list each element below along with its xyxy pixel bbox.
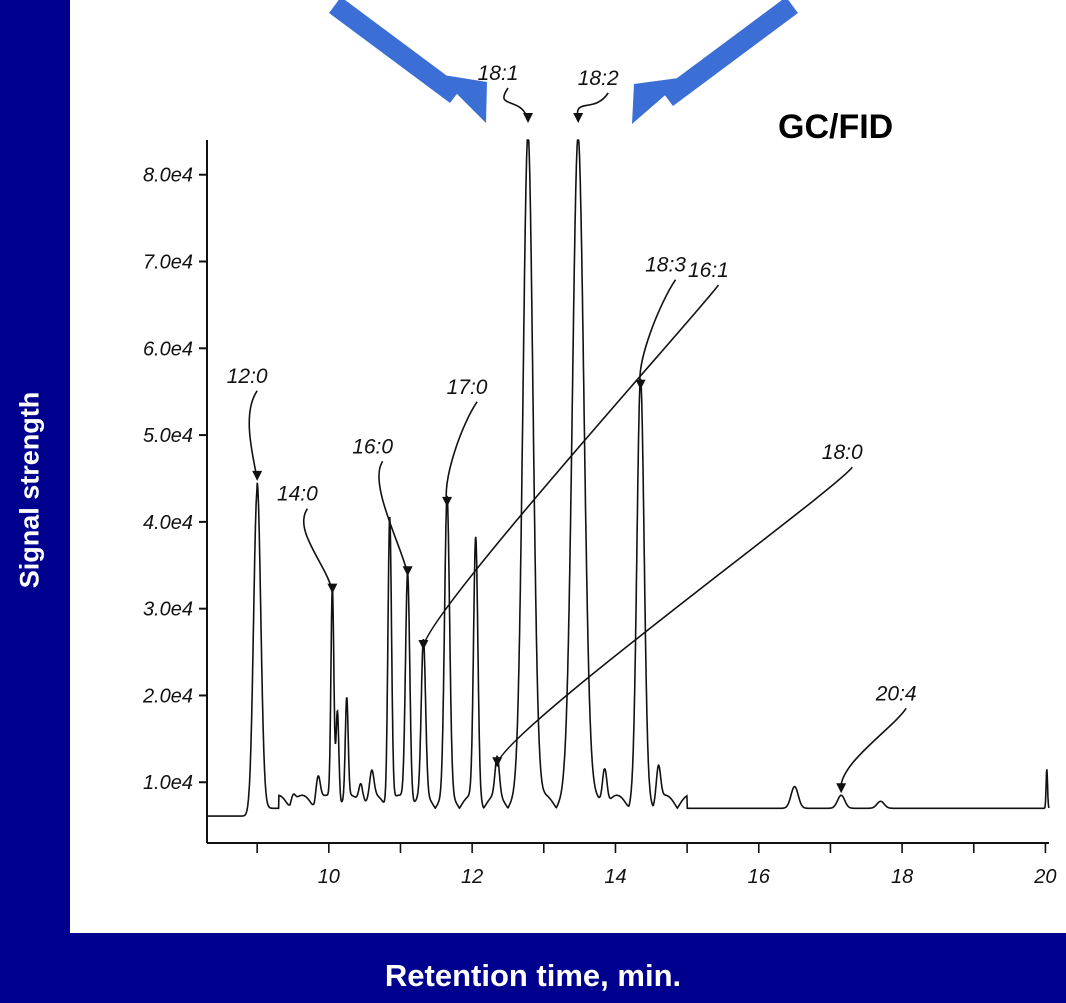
peak-pointer [378,460,409,575]
peak-pointer [576,92,609,122]
peak-pointer-head [418,640,429,651]
peak-pointer-head [635,379,646,390]
left-blue-arrow [329,0,462,104]
chromatogram-trace [207,139,1050,817]
y-tick-label: 4.0e4 [143,512,193,534]
x-tick-label: 16 [748,866,771,888]
y-axis-label-box: Signal strength [8,300,52,680]
y-tick-label: 7.0e4 [143,252,193,274]
y-tick-label: 8.0e4 [143,165,193,187]
x-tick-label: 18 [891,866,913,888]
x-tick-label: 14 [604,866,626,888]
left-blue-arrowhead [437,74,487,123]
peak-pointer [302,508,334,592]
peak-pointer-head [492,757,503,768]
highlight-arrows [329,0,798,124]
right-blue-arrow [661,0,798,107]
peak-pointer [639,279,677,388]
peak-pointer-head [836,783,847,794]
peak-label: 16:0 [352,435,393,458]
peak-pointer-head [573,113,584,123]
method-label: GC/FID [778,108,894,146]
peak-pointer-head [442,496,453,507]
peak-pointer-head [327,583,338,594]
y-axis-label: Signal strength [14,391,45,589]
y-tick-label: 5.0e4 [143,425,193,447]
x-tick-label: 10 [318,866,340,888]
right-blue-arrowhead [632,77,686,124]
chart-panel [70,0,1066,933]
x-axis-label: Retention time, min. [384,958,682,993]
peak-pointer [422,284,720,649]
peak-label: 18:0 [822,441,863,464]
peak-label: 18:3 [645,254,686,277]
peak-label: 14:0 [277,483,318,506]
peak-label: 16:1 [688,259,729,282]
peak-label: 12:0 [227,365,268,388]
peak-pointer [445,401,478,506]
y-tick-label: 6.0e4 [143,338,193,360]
x-tick-label: 12 [461,866,483,888]
peak-label: 18:1 [478,62,519,85]
peak-pointer [248,390,258,479]
peak-label: 20:4 [875,682,917,705]
peak-label: 17:0 [447,376,488,399]
peak-pointer [496,466,853,766]
peak-pointer-head [523,113,534,123]
y-tick-label: 3.0e4 [143,599,193,621]
y-tick-label: 2.0e4 [142,685,193,707]
x-tick-label: 20 [1033,866,1056,888]
peak-pointer-head [252,470,263,481]
peak-label: 18:2 [578,67,619,90]
peak-pointer [840,707,907,792]
peak-pointer-head [402,566,413,577]
y-tick-label: 1.0e4 [143,772,193,794]
peak-pointer [503,87,529,122]
